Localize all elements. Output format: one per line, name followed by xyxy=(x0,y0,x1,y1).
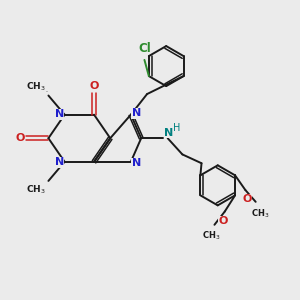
Text: O: O xyxy=(15,133,25,143)
Text: CH$_3$: CH$_3$ xyxy=(251,207,269,220)
Text: Cl: Cl xyxy=(138,42,151,55)
Text: N: N xyxy=(164,128,173,138)
Text: O: O xyxy=(89,81,99,91)
Text: O: O xyxy=(219,216,228,226)
Text: N: N xyxy=(55,158,64,167)
Text: CH$_3$: CH$_3$ xyxy=(26,184,46,197)
Text: CH$_3$: CH$_3$ xyxy=(202,230,221,242)
Text: CH$_3$: CH$_3$ xyxy=(26,80,46,93)
Text: N: N xyxy=(131,158,141,168)
Text: O: O xyxy=(242,194,251,205)
Text: N: N xyxy=(131,108,141,118)
Text: methyl: methyl xyxy=(44,91,49,92)
Text: N: N xyxy=(55,109,64,119)
Text: H: H xyxy=(173,123,180,133)
